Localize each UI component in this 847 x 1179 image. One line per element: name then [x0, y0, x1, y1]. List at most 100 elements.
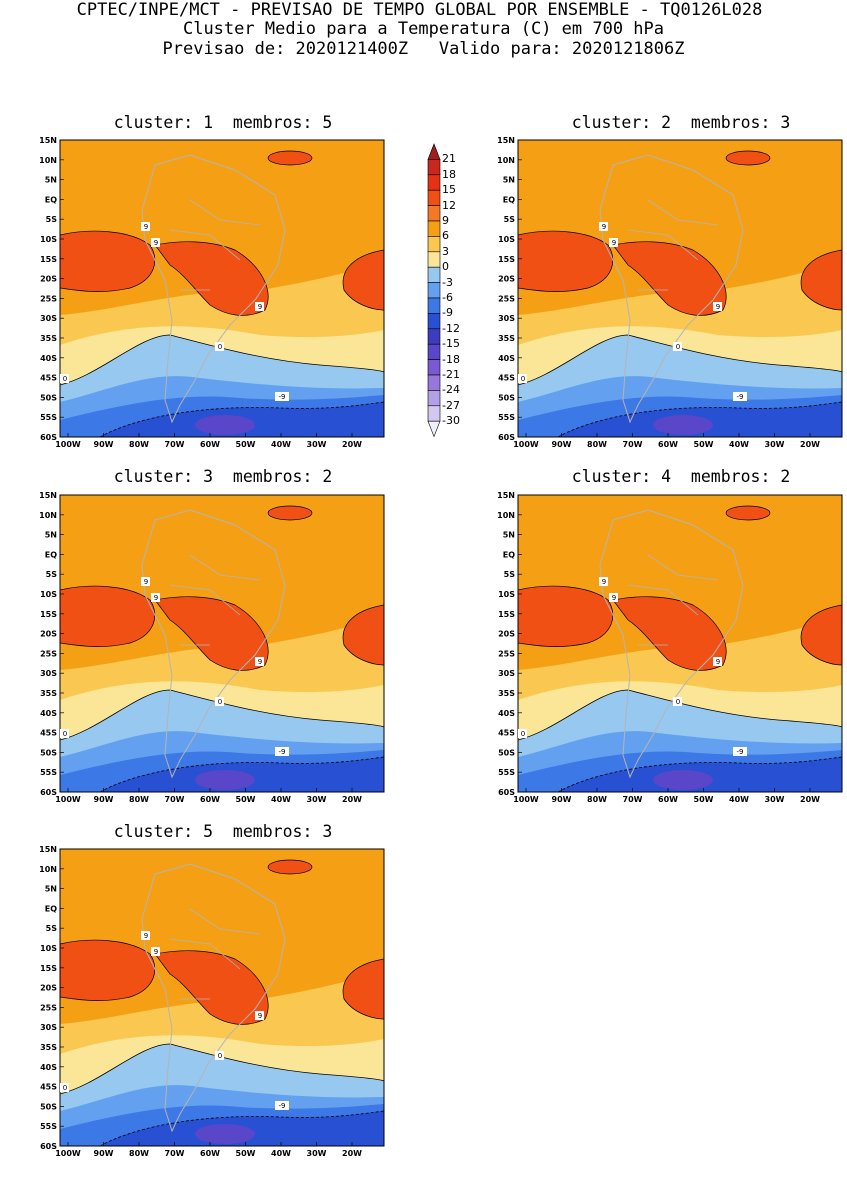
lon-label: 90W — [552, 440, 572, 449]
lat-label: 15N — [39, 136, 57, 145]
contour-label: 9 — [612, 594, 616, 602]
colorbar-swatch — [427, 297, 441, 314]
lon-label: 40W — [271, 795, 291, 804]
lat-label: 35S — [498, 689, 515, 698]
lon-label: 100W — [513, 795, 539, 804]
lat-label: 10N — [497, 156, 515, 165]
lat-label: 30S — [498, 669, 515, 678]
lat-label: 40S — [40, 354, 57, 363]
lon-label: 40W — [271, 1149, 291, 1158]
lat-label: 5N — [45, 885, 57, 894]
lat-label: 15N — [39, 491, 57, 500]
contour-label: 9 — [144, 578, 148, 586]
map-panel-1: 15N 10N 5N EQ 5S 10S 15S 20S 25S 30S 35S 40S 45S 50S 5… — [39, 136, 385, 449]
contour-label: 9 — [258, 1012, 262, 1020]
lat-label: 55S — [40, 1122, 57, 1131]
colorbar-swatch — [427, 374, 441, 391]
colorbar-swatch — [427, 220, 441, 237]
lat-label: 10N — [39, 511, 57, 520]
lat-label: 35S — [40, 334, 57, 343]
colorbar-level-label: -6 — [442, 291, 453, 304]
contour-label: 0 — [63, 375, 67, 383]
panel-title-1: cluster: 1 membros: 5 — [113, 113, 333, 132]
colorbar-level-label: -30 — [442, 414, 460, 428]
lat-label: 10N — [497, 511, 515, 520]
colorbar — [427, 143, 441, 438]
contour-label: 0 — [218, 343, 222, 351]
lat-label: 15S — [498, 610, 515, 619]
lat-label: 35S — [498, 334, 515, 343]
lon-label: 60W — [658, 795, 678, 804]
contour-label: 9 — [154, 239, 158, 247]
contour-label: 0 — [218, 698, 222, 706]
contour-label: 9 — [602, 223, 606, 231]
contour-label: 9 — [258, 658, 262, 666]
colorbar-level-label: 15 — [442, 183, 456, 197]
lat-label: 5S — [46, 924, 58, 933]
contour-label: -9 — [737, 748, 744, 756]
colorbar-swatch — [427, 343, 441, 360]
lat-label: 5S — [504, 215, 516, 224]
contour-label: 9 — [258, 303, 262, 311]
lon-label: 40W — [729, 440, 749, 449]
lat-label: 25S — [40, 294, 57, 303]
colorbar-level-label: -24 — [442, 383, 460, 397]
header-subtitle: Cluster Medio para a Temperatura (C) em … — [182, 19, 665, 39]
lat-label: 20S — [498, 275, 515, 284]
lon-label: 20W — [342, 440, 362, 449]
lon-label: 80W — [129, 795, 149, 804]
contour-label: -9 — [279, 748, 286, 756]
lon-label: 50W — [694, 795, 714, 804]
lat-label: 45S — [40, 1083, 57, 1092]
lat-label: 10S — [40, 944, 57, 953]
colorbar-level-label: 21 — [442, 152, 456, 166]
lat-label: 30S — [40, 669, 57, 678]
lon-label: 60W — [658, 440, 678, 449]
colorbar-swatch — [427, 266, 441, 283]
colorbar-swatch — [427, 159, 441, 176]
lat-label: 25S — [40, 1003, 57, 1012]
lon-label: 30W — [307, 1149, 327, 1158]
colorbar-swatch — [427, 359, 441, 376]
lat-label: 20S — [498, 630, 515, 639]
lon-label: 70W — [165, 440, 185, 449]
contour-label: -9 — [279, 1102, 286, 1110]
lat-label: 60S — [40, 788, 57, 797]
contour-label: 9 — [144, 223, 148, 231]
colorbar-level-label: 12 — [442, 198, 456, 212]
colorbar-cap-top — [427, 143, 441, 160]
lat-label: 30S — [40, 314, 57, 323]
lat-label: 30S — [40, 1023, 57, 1032]
panel-title-2: cluster: 2 membros: 3 — [571, 113, 791, 132]
lat-label: 55S — [498, 413, 515, 422]
lon-label: 100W — [513, 440, 539, 449]
lat-label: 5S — [46, 570, 58, 579]
contour-label: -9 — [737, 393, 744, 401]
colorbar-cap-bottom — [427, 420, 441, 438]
lon-label: 20W — [800, 440, 820, 449]
colorbar-swatch — [427, 313, 441, 330]
lat-label: 5N — [45, 176, 57, 185]
map-panel-5: 15N 10N 5N EQ 5S 10S 15S 20S 25S 30S 35S 40S 45S 50S 5… — [39, 845, 385, 1158]
lat-label: 5N — [503, 531, 515, 540]
colorbar-swatch — [427, 282, 441, 299]
lat-label: 15N — [497, 136, 515, 145]
contour-label: 9 — [716, 658, 720, 666]
colorbar-level-label: -21 — [442, 368, 460, 381]
map-panel-4: 15N 10N 5N EQ 5S 10S 15S 20S 25S 30S 35S 40S 45S 50S 5… — [497, 491, 843, 804]
colorbar-level-label: 9 — [442, 214, 449, 227]
lat-label: 10N — [39, 156, 57, 165]
lon-label: 90W — [552, 795, 572, 804]
lat-label: 5N — [503, 176, 515, 185]
lon-label: 30W — [765, 440, 785, 449]
map-panel-2: 15N 10N 5N EQ 5S 10S 15S 20S 25S 30S 35S 40S 45S 50S 5… — [497, 136, 843, 449]
lat-label: 15S — [40, 610, 57, 619]
lat-label: 10S — [498, 590, 515, 599]
contour-label: -9 — [279, 393, 286, 401]
contour-label: 9 — [154, 594, 158, 602]
panel-title-5: cluster: 5 membros: 3 — [113, 822, 333, 841]
lat-label: 15S — [40, 255, 57, 264]
lat-label: 15N — [39, 845, 57, 854]
colorbar-level-label: -15 — [442, 337, 460, 351]
lon-label: 30W — [307, 440, 327, 449]
